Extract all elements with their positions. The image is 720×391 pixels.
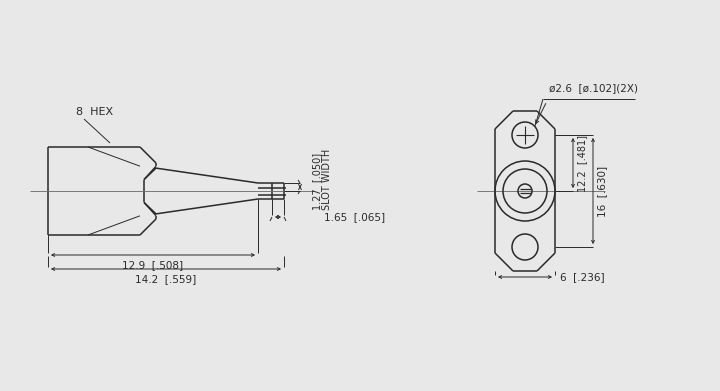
- Text: 12.9  [.508]: 12.9 [.508]: [122, 260, 184, 270]
- Text: 6  [.236]: 6 [.236]: [560, 272, 605, 282]
- Text: 1.65  [.065]: 1.65 [.065]: [324, 212, 385, 222]
- Text: 1.27  [.050]: 1.27 [.050]: [312, 152, 322, 210]
- Text: 16  [.630]: 16 [.630]: [597, 165, 607, 217]
- Text: 14.2  [.559]: 14.2 [.559]: [135, 274, 197, 284]
- Text: 12.2  [.481]: 12.2 [.481]: [577, 135, 587, 192]
- Text: ø2.6  [ø.102](2X): ø2.6 [ø.102](2X): [549, 83, 638, 93]
- Text: 8  HEX: 8 HEX: [76, 107, 113, 117]
- Text: SLOT WIDTH: SLOT WIDTH: [322, 148, 332, 210]
